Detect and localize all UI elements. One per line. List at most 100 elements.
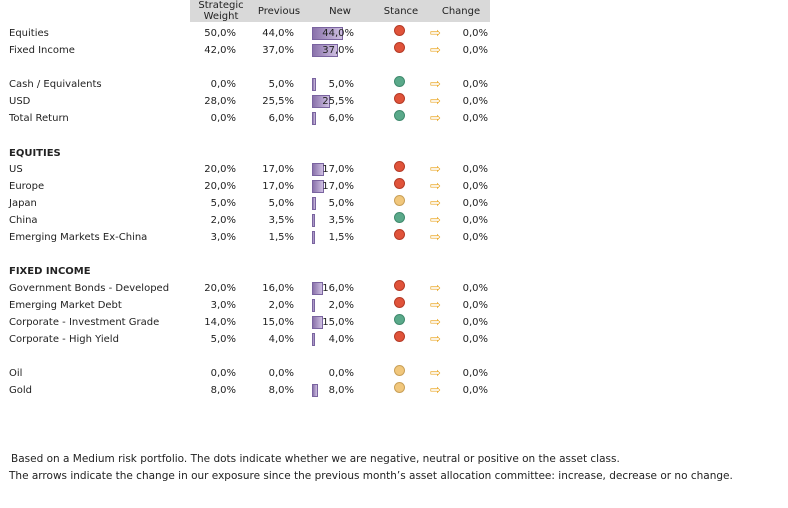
strategic-weight-value: 20,0% xyxy=(204,283,236,294)
change-value: 0,0% xyxy=(462,181,488,192)
new-weight-databar xyxy=(312,197,316,210)
new-weight-cell: 1,5% xyxy=(312,229,354,246)
new-weight-cell: 2,0% xyxy=(312,297,354,314)
table-row: Fixed Income 42,0% 37,0% 37,0% ⇨ 0,0% xyxy=(0,42,788,59)
new-weight-cell: 44,0% xyxy=(312,25,354,42)
new-weight-databar xyxy=(312,299,315,312)
asset-label: USD xyxy=(9,96,31,107)
change-value: 0,0% xyxy=(462,113,488,124)
strategic-weight-value: 0,0% xyxy=(210,79,236,90)
change-arrow-right-icon: ⇨ xyxy=(430,383,441,398)
section-title: EQUITIES xyxy=(9,148,61,159)
change-value: 0,0% xyxy=(462,45,488,56)
change-value: 0,0% xyxy=(462,96,488,107)
new-weight-databar xyxy=(312,231,315,244)
footnote-arrows: The arrows indicate the change in our ex… xyxy=(9,470,733,482)
change-value: 0,0% xyxy=(462,385,488,396)
new-weight-cell: 17,0% xyxy=(312,178,354,195)
strategic-weight-value: 5,0% xyxy=(210,334,236,345)
change-value: 0,0% xyxy=(462,28,488,39)
new-weight-cell: 16,0% xyxy=(312,280,354,297)
stance-negative-dot-icon xyxy=(394,178,405,189)
previous-value: 2,0% xyxy=(268,300,294,311)
strategic-weight-value: 2,0% xyxy=(210,215,236,226)
new-weight-cell: 17,0% xyxy=(312,161,354,178)
table-row: Cash / Equivalents 0,0% 5,0% 5,0% ⇨ 0,0% xyxy=(0,76,788,93)
strategic-weight-value: 0,0% xyxy=(210,113,236,124)
previous-value: 15,0% xyxy=(262,317,294,328)
stance-negative-dot-icon xyxy=(394,297,405,308)
section-title: FIXED INCOME xyxy=(9,266,91,277)
table-row: Japan 5,0% 5,0% 5,0% ⇨ 0,0% xyxy=(0,195,788,212)
stance-negative-dot-icon xyxy=(394,280,405,291)
strategic-weight-value: 20,0% xyxy=(204,181,236,192)
new-value: 1,5% xyxy=(328,232,354,243)
change-value: 0,0% xyxy=(462,198,488,209)
asset-label: Oil xyxy=(9,368,23,379)
strategic-weight-value: 28,0% xyxy=(204,96,236,107)
stance-negative-dot-icon xyxy=(394,161,405,172)
new-value: 2,0% xyxy=(328,300,354,311)
previous-value: 44,0% xyxy=(262,28,294,39)
change-value: 0,0% xyxy=(462,232,488,243)
new-weight-cell: 4,0% xyxy=(312,331,354,348)
change-arrow-right-icon: ⇨ xyxy=(430,213,441,228)
header-new: New xyxy=(329,5,351,17)
new-value: 16,0% xyxy=(322,283,354,294)
asset-label: Total Return xyxy=(9,113,69,124)
previous-value: 5,0% xyxy=(268,79,294,90)
strategic-weight-value: 3,0% xyxy=(210,232,236,243)
strategic-weight-value: 50,0% xyxy=(204,28,236,39)
table-row: Corporate - High Yield 5,0% 4,0% 4,0% ⇨ 0,0% xyxy=(0,331,788,348)
new-value: 25,5% xyxy=(322,96,354,107)
strategic-weight-value: 0,0% xyxy=(210,368,236,379)
new-weight-cell: 3,5% xyxy=(312,212,354,229)
stance-positive-dot-icon xyxy=(394,314,405,325)
stance-negative-dot-icon xyxy=(394,25,405,36)
new-weight-cell: 5,0% xyxy=(312,76,354,93)
strategic-weight-value: 8,0% xyxy=(210,385,236,396)
change-arrow-right-icon: ⇨ xyxy=(430,179,441,194)
asset-label: Europe xyxy=(9,181,45,192)
previous-value: 0,0% xyxy=(268,368,294,379)
table-row: USD 28,0% 25,5% 25,5% ⇨ 0,0% xyxy=(0,93,788,110)
change-value: 0,0% xyxy=(462,215,488,226)
table-row: US 20,0% 17,0% 17,0% ⇨ 0,0% xyxy=(0,161,788,178)
asset-label: Corporate - Investment Grade xyxy=(9,317,160,328)
stance-positive-dot-icon xyxy=(394,110,405,121)
asset-label: Gold xyxy=(9,385,32,396)
previous-value: 6,0% xyxy=(268,113,294,124)
previous-value: 3,5% xyxy=(268,215,294,226)
stance-negative-dot-icon xyxy=(394,42,405,53)
change-arrow-right-icon: ⇨ xyxy=(430,196,441,211)
previous-value: 16,0% xyxy=(262,283,294,294)
asset-label: Emerging Market Debt xyxy=(9,300,122,311)
stance-neutral-dot-icon xyxy=(394,365,405,376)
change-arrow-right-icon: ⇨ xyxy=(430,315,441,330)
new-weight-databar xyxy=(312,163,324,176)
new-value: 4,0% xyxy=(328,334,354,345)
previous-value: 17,0% xyxy=(262,181,294,192)
stance-negative-dot-icon xyxy=(394,93,405,104)
header-strategic-weight: Strategic Weight xyxy=(198,0,244,22)
table-header-background xyxy=(190,0,490,22)
header-stance: Stance xyxy=(383,5,419,17)
new-weight-databar xyxy=(312,333,315,346)
new-value: 3,5% xyxy=(328,215,354,226)
asset-label: Equities xyxy=(9,28,49,39)
change-arrow-right-icon: ⇨ xyxy=(430,332,441,347)
table-row: Oil 0,0% 0,0% 0,0% ⇨ 0,0% xyxy=(0,365,788,382)
asset-label: Japan xyxy=(9,198,37,209)
strategic-weight-value: 42,0% xyxy=(204,45,236,56)
change-arrow-right-icon: ⇨ xyxy=(430,281,441,296)
change-arrow-right-icon: ⇨ xyxy=(430,366,441,381)
new-weight-databar xyxy=(312,112,317,125)
header-change: Change xyxy=(441,5,481,17)
new-value: 8,0% xyxy=(328,385,354,396)
change-arrow-right-icon: ⇨ xyxy=(430,26,441,41)
new-weight-cell: 5,0% xyxy=(312,195,354,212)
new-value: 5,0% xyxy=(328,198,354,209)
new-weight-cell: 15,0% xyxy=(312,314,354,331)
change-arrow-right-icon: ⇨ xyxy=(430,43,441,58)
previous-value: 4,0% xyxy=(268,334,294,345)
